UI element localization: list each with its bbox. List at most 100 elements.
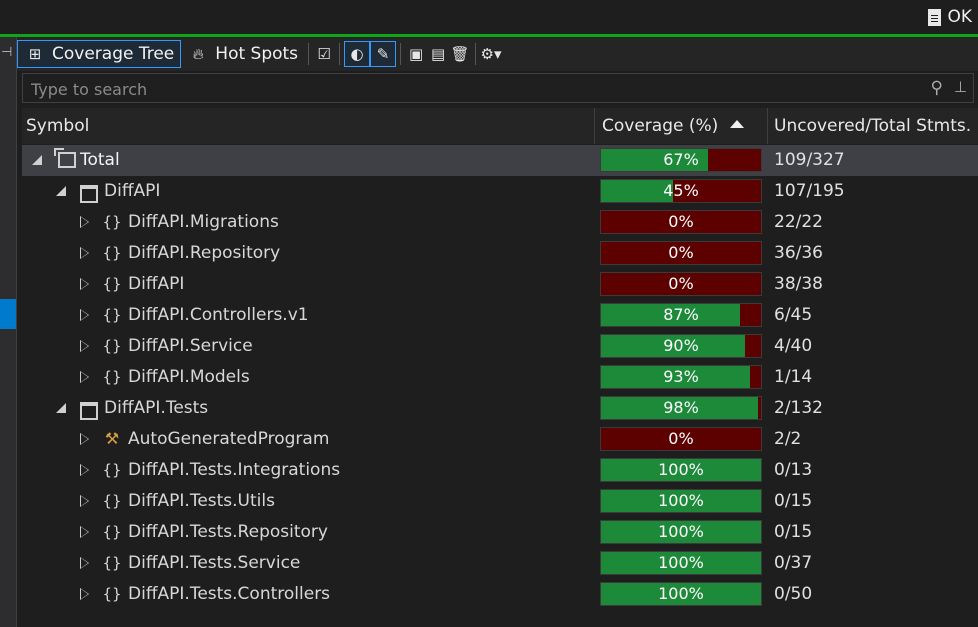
- coverage-tree-icon: ⊞: [28, 45, 42, 63]
- coverage-percent: 0%: [668, 243, 694, 262]
- expanded-arrow-icon[interactable]: [32, 155, 42, 165]
- coverage-column-header[interactable]: Coverage (%): [602, 108, 745, 144]
- row-label: DiffAPI.Migrations: [128, 212, 279, 232]
- coverage-bar-fill: [601, 490, 761, 512]
- namespace-icon: {}: [102, 337, 122, 355]
- uncovered-total-stmts: 6/45: [774, 305, 813, 325]
- group-by-icon[interactable]: ☑: [317, 45, 331, 63]
- marker-icon[interactable]: ✎: [370, 41, 397, 67]
- coverage-bar-fill: [601, 180, 673, 202]
- delete-icon[interactable]: 🗑︎: [450, 45, 470, 63]
- coverage-percent: 87%: [663, 305, 699, 324]
- row-label: DiffAPI.Tests: [104, 398, 209, 418]
- row-label: DiffAPI.Tests.Service: [128, 553, 301, 573]
- toolbar-separator: [400, 43, 402, 65]
- hot-spots-button[interactable]: 🔥︎ Hot Spots: [181, 41, 304, 67]
- uncovered-total-stmts: 107/195: [774, 181, 845, 201]
- tree-row[interactable]: {} DiffAPI.Tests.Repository 100% 0/15: [22, 517, 978, 548]
- collapsed-arrow-icon[interactable]: [80, 464, 89, 476]
- assembly-icon: [80, 185, 98, 203]
- uncovered-total-stmts: 2/2: [774, 429, 802, 449]
- namespace-icon: {}: [102, 554, 122, 572]
- tree-row[interactable]: {} DiffAPI.Tests.Service 100% 0/37: [22, 548, 978, 579]
- column-divider[interactable]: [767, 108, 768, 144]
- namespace-icon: {}: [102, 275, 122, 293]
- coverage-percent: 45%: [663, 181, 699, 200]
- coverage-bar: 0%: [600, 241, 762, 265]
- collapsed-arrow-icon[interactable]: [80, 247, 89, 259]
- left-strip-selected-tab[interactable]: [0, 299, 16, 329]
- title-bar: OK: [0, 0, 978, 34]
- settings-dropdown-icon[interactable]: ⚙▾: [480, 45, 502, 63]
- coverage-bar-fill: [601, 304, 741, 326]
- coverage-bar-fill: [601, 335, 745, 357]
- tree-row[interactable]: {} DiffAPI 0% 38/38: [22, 269, 978, 300]
- coverage-bar-fill: [601, 149, 709, 171]
- collapsed-arrow-icon[interactable]: [80, 433, 89, 445]
- collapsed-arrow-icon[interactable]: [80, 278, 89, 290]
- collapsed-arrow-icon[interactable]: [80, 309, 89, 321]
- tree-row[interactable]: {} DiffAPI.Migrations 0% 22/22: [22, 207, 978, 238]
- coverage-bar: 100%: [600, 582, 762, 606]
- row-label: DiffAPI.Tests.Repository: [128, 522, 328, 542]
- tree-row[interactable]: {} DiffAPI.Tests.Integrations 100% 0/13: [22, 455, 978, 486]
- tree-row[interactable]: {} DiffAPI.Tests.Controllers 100% 0/50: [22, 579, 978, 610]
- collapsed-arrow-icon[interactable]: [80, 557, 89, 569]
- coverage-bar: 93%: [600, 365, 762, 389]
- toolbar-separator: [475, 43, 477, 65]
- pin-icon[interactable]: ⊥: [953, 78, 967, 96]
- expanded-arrow-icon[interactable]: [56, 403, 66, 413]
- collapsed-arrow-icon[interactable]: [80, 371, 89, 383]
- collapsed-arrow-icon[interactable]: [80, 588, 89, 600]
- coverage-percent: 93%: [663, 367, 699, 386]
- symbol-column-header[interactable]: Symbol: [26, 116, 90, 136]
- coverage-percent: 0%: [668, 212, 694, 231]
- highlight-icon[interactable]: ◐: [344, 41, 371, 67]
- row-label: DiffAPI.Repository: [128, 243, 281, 263]
- uncovered-total-stmts: 4/40: [774, 336, 813, 356]
- total-icon: [54, 148, 76, 168]
- tree-row[interactable]: DiffAPI 45% 107/195: [22, 176, 978, 207]
- save-icon[interactable]: ▣: [408, 45, 424, 63]
- open-folder-icon[interactable]: ▤: [430, 45, 446, 63]
- stmts-column-header[interactable]: Uncovered/Total Stmts.: [774, 116, 972, 136]
- tree-row[interactable]: Total 67% 109/327: [22, 145, 978, 176]
- search-box[interactable]: ⚲ ⊥: [22, 73, 974, 103]
- uncovered-total-stmts: 36/36: [774, 243, 823, 263]
- assembly-icon: [80, 402, 98, 420]
- coverage-tree-button[interactable]: ⊞ Coverage Tree: [17, 40, 182, 68]
- search-input[interactable]: [29, 77, 913, 101]
- tree-row[interactable]: {} DiffAPI.Tests.Utils 100% 0/15: [22, 486, 978, 517]
- class-icon: ⚒: [104, 429, 120, 448]
- ok-label: OK: [947, 7, 972, 27]
- ok-button[interactable]: OK: [928, 7, 972, 27]
- expanded-arrow-icon[interactable]: [56, 186, 66, 196]
- tree-row[interactable]: {} DiffAPI.Repository 0% 36/36: [22, 238, 978, 269]
- namespace-icon: {}: [102, 523, 122, 541]
- hot-spots-label: Hot Spots: [215, 44, 299, 64]
- uncovered-total-stmts: 109/327: [774, 150, 845, 170]
- tree-row[interactable]: {} DiffAPI.Models 93% 1/14: [22, 362, 978, 393]
- collapsed-arrow-icon[interactable]: [80, 495, 89, 507]
- tree-row[interactable]: DiffAPI.Tests 98% 2/132: [22, 393, 978, 424]
- collapsed-arrow-icon[interactable]: [80, 216, 89, 228]
- uncovered-total-stmts: 22/22: [774, 212, 823, 232]
- collapsed-arrow-icon[interactable]: [80, 340, 89, 352]
- coverage-bar: 100%: [600, 520, 762, 544]
- namespace-icon: {}: [102, 306, 122, 324]
- coverage-bar-fill: [601, 459, 761, 481]
- collapsed-arrow-icon[interactable]: [80, 526, 89, 538]
- tree-row[interactable]: ⚒ AutoGeneratedProgram 0% 2/2: [22, 424, 978, 455]
- accent-line: [0, 34, 978, 37]
- namespace-icon: {}: [102, 585, 122, 603]
- pin-icon[interactable]: ⊣: [1, 45, 13, 60]
- column-divider[interactable]: [594, 108, 595, 144]
- tree-row[interactable]: {} DiffAPI.Controllers.v1 87% 6/45: [22, 300, 978, 331]
- namespace-icon: {}: [102, 368, 122, 386]
- namespace-icon: {}: [102, 213, 122, 231]
- row-label: Total: [80, 150, 120, 170]
- tree-row[interactable]: {} DiffAPI.Service 90% 4/40: [22, 331, 978, 362]
- uncovered-total-stmts: 38/38: [774, 274, 823, 294]
- search-options-icon[interactable]: ⚲: [930, 78, 943, 98]
- uncovered-total-stmts: 0/15: [774, 522, 813, 542]
